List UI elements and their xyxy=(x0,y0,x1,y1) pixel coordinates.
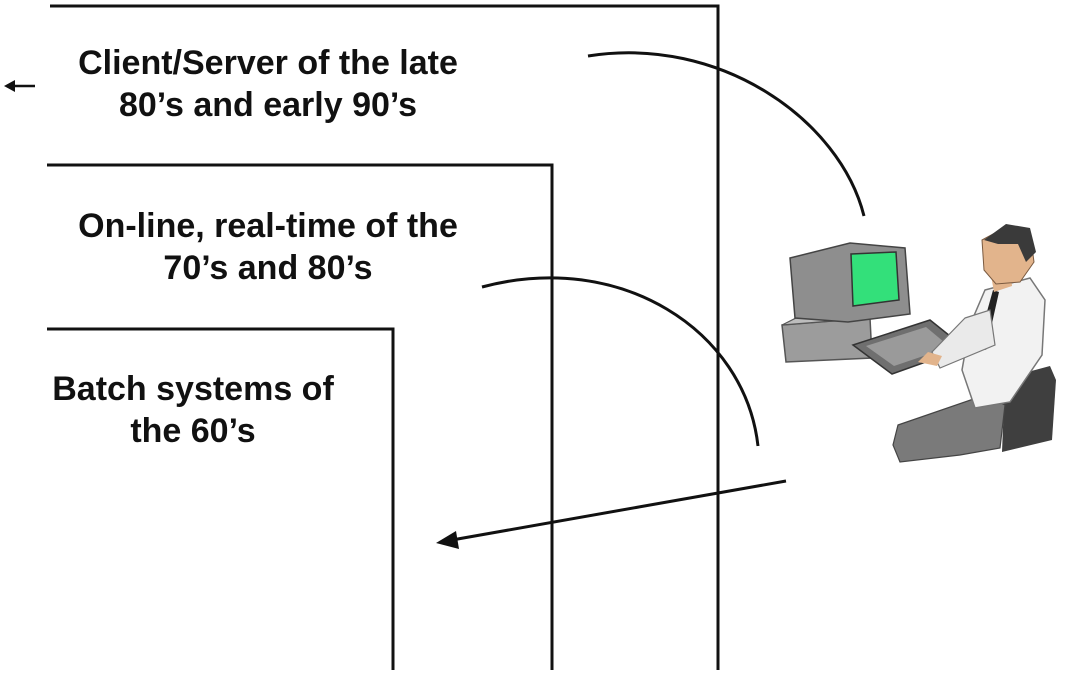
online-boundary xyxy=(47,163,554,670)
batch-era-label: Batch systems of the 60’s xyxy=(52,368,334,452)
batch-label-line2: the 60’s xyxy=(130,412,256,450)
batch-boundary xyxy=(47,327,395,670)
client-server-era-label: Client/Server of the late 80’s and early… xyxy=(78,42,458,126)
batch-arrow xyxy=(436,479,787,549)
computer-user-illustration xyxy=(781,224,1056,463)
client-server-label-line2: 80’s and early 90’s xyxy=(118,86,417,124)
client-server-boundary xyxy=(50,4,720,670)
monitor-screen xyxy=(850,251,900,307)
online-label-line2: 70’s and 80’s xyxy=(163,249,373,287)
batch-label-line1: Batch systems of xyxy=(52,370,334,408)
client-server-arc xyxy=(587,51,866,217)
online-label-line1: On-line, real-time of the xyxy=(78,207,458,245)
client-server-label-line1: Client/Server of the late xyxy=(78,44,458,82)
online-arc xyxy=(481,276,760,447)
left-arrow-icon xyxy=(4,80,35,92)
online-era-label: On-line, real-time of the 70’s and 80’s xyxy=(78,205,458,289)
